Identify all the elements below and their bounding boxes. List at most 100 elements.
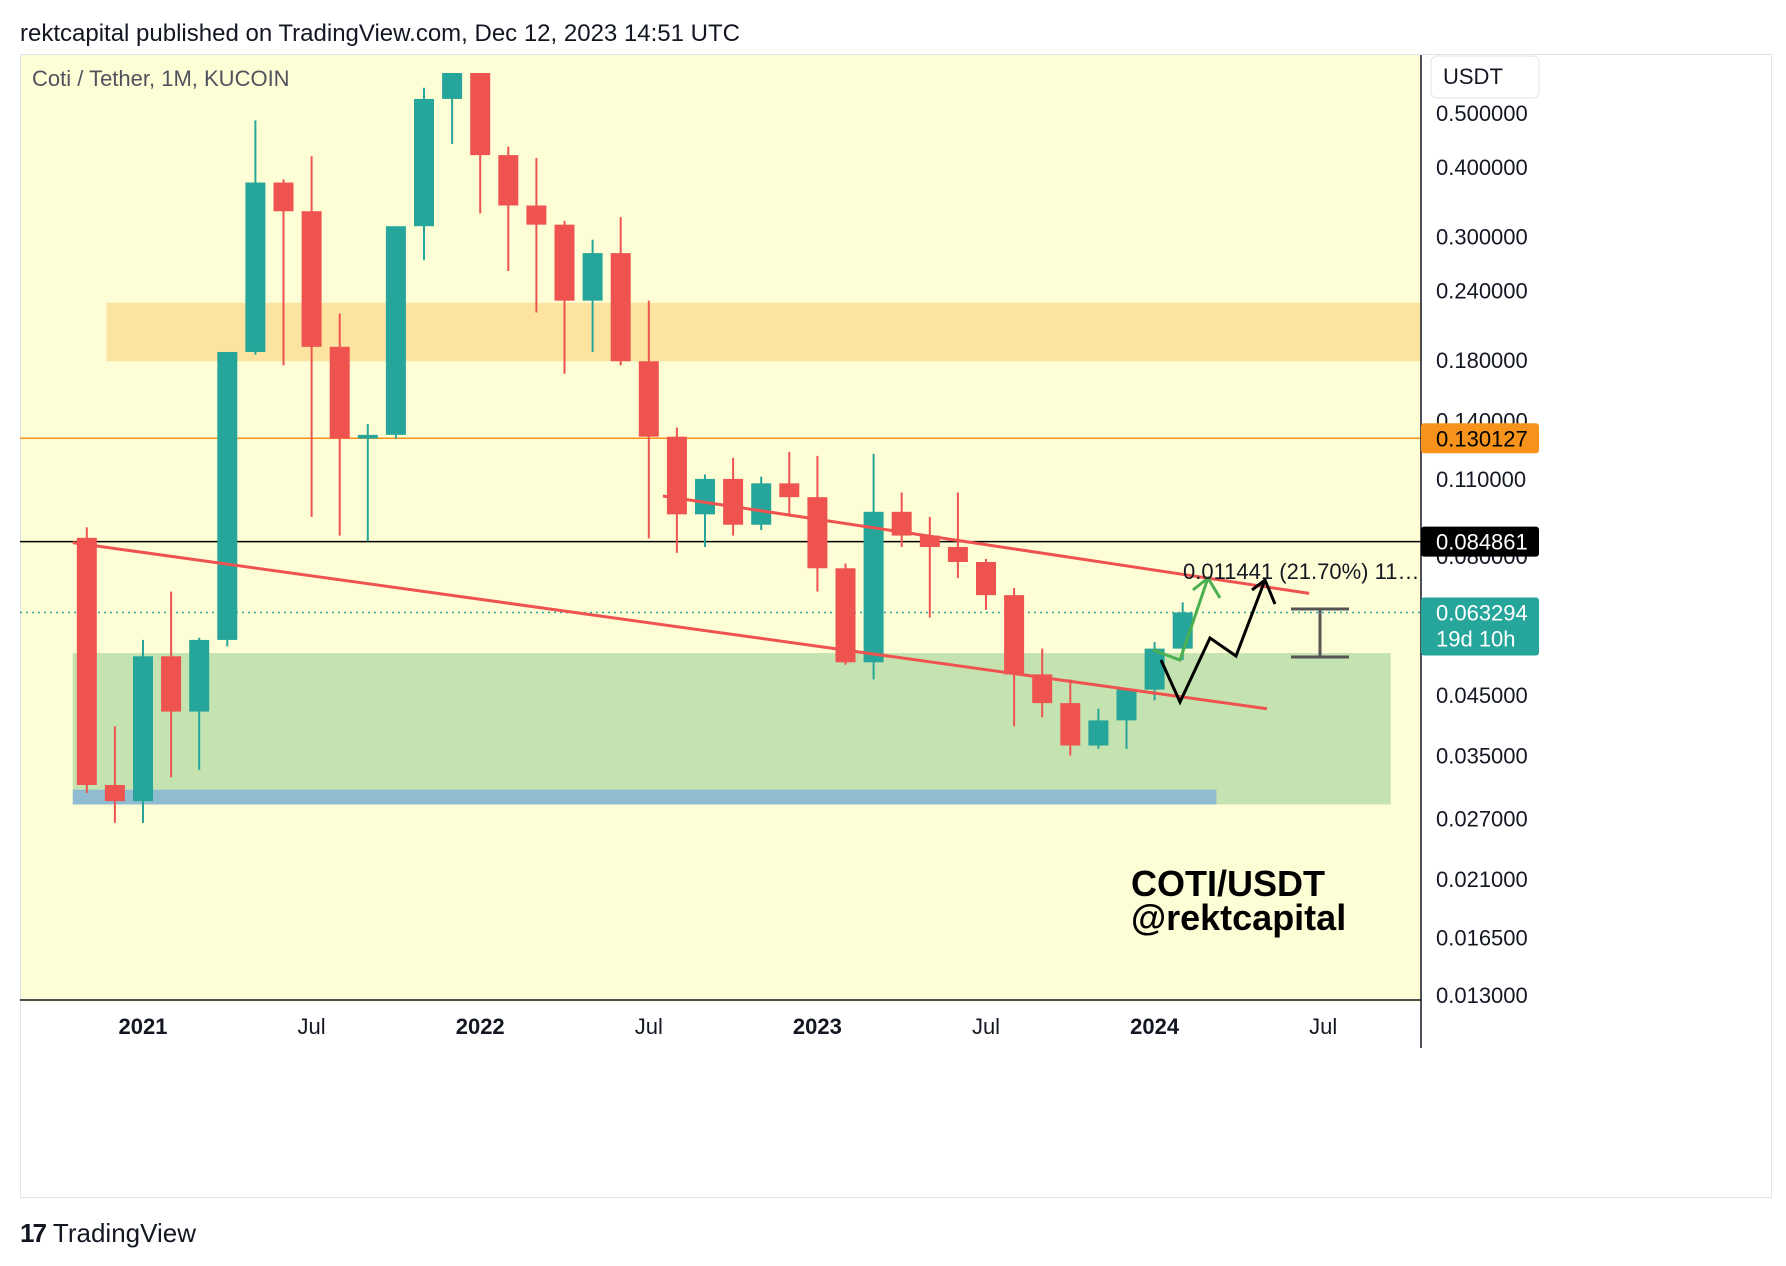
orange-zone bbox=[106, 302, 1422, 362]
candle-30 bbox=[919, 516, 940, 618]
candle-24 bbox=[751, 476, 772, 531]
svg-text:USDT: USDT bbox=[1443, 64, 1503, 89]
black-level-price-label: 0.084861 bbox=[1421, 526, 1539, 557]
candle-body bbox=[919, 535, 940, 547]
candle-14 bbox=[470, 73, 491, 214]
candle-body bbox=[1060, 703, 1081, 746]
candle-27 bbox=[835, 563, 856, 665]
candle-12 bbox=[414, 87, 434, 261]
candle-body bbox=[751, 483, 772, 525]
time-tick-label: 2024 bbox=[1130, 1014, 1180, 1039]
price-tick-label: 0.300000 bbox=[1436, 224, 1528, 249]
time-axis-background bbox=[21, 1002, 1421, 1196]
candle-22 bbox=[695, 474, 715, 547]
candle-body bbox=[947, 546, 968, 562]
time-tick-label: 2023 bbox=[793, 1014, 842, 1039]
price-tick-label: 0.016500 bbox=[1436, 925, 1528, 950]
price-tick-label: 0.110000 bbox=[1436, 467, 1526, 492]
black-projection-arrowhead bbox=[1251, 577, 1277, 605]
candle-body bbox=[498, 155, 519, 206]
chart-frame bbox=[20, 54, 1772, 1198]
candles-layer bbox=[76, 73, 1193, 823]
candle-2 bbox=[133, 639, 153, 823]
horizontal-lines-layer bbox=[20, 437, 1421, 614]
candle-body bbox=[807, 497, 828, 569]
candle-17 bbox=[554, 220, 575, 374]
candle-body bbox=[133, 656, 153, 802]
price-label-bg bbox=[1421, 597, 1539, 656]
time-tick-label: Jul bbox=[1309, 1014, 1337, 1039]
candle-3 bbox=[161, 591, 182, 778]
candle-29 bbox=[891, 492, 912, 547]
candle-5 bbox=[217, 351, 238, 647]
currency-button[interactable]: USDT bbox=[1430, 55, 1540, 99]
candle-20 bbox=[638, 300, 659, 539]
zones-layer bbox=[72, 302, 1422, 805]
candle-0 bbox=[76, 527, 97, 793]
candle-1 bbox=[104, 726, 125, 823]
candle-body bbox=[891, 511, 912, 536]
candle-body bbox=[976, 561, 996, 596]
measure-bracket bbox=[1291, 607, 1349, 659]
price-label-countdown: 19d 10h bbox=[1436, 626, 1516, 651]
candle-10 bbox=[357, 424, 378, 542]
price-label-text: 0.063294 bbox=[1436, 600, 1528, 625]
candle-body bbox=[1032, 674, 1053, 704]
candle-body bbox=[1144, 648, 1165, 690]
candle-body bbox=[217, 351, 238, 640]
candle-16 bbox=[526, 158, 547, 313]
candle-15 bbox=[498, 146, 519, 272]
price-tick-label: 0.027000 bbox=[1436, 806, 1528, 831]
candle-body bbox=[301, 211, 322, 347]
trendlines-layer bbox=[72, 494, 1310, 711]
footer: 17 TradingView bbox=[20, 1218, 196, 1249]
candle-body bbox=[554, 224, 575, 301]
candle-body bbox=[414, 98, 434, 227]
candle-body bbox=[104, 784, 125, 802]
price-tick-label: 0.400000 bbox=[1436, 155, 1528, 180]
price-tick-label: 0.240000 bbox=[1436, 278, 1528, 303]
time-tick-label: Jul bbox=[298, 1014, 326, 1039]
green-zone bbox=[72, 653, 1391, 805]
orange-level-price-label: 0.130127 bbox=[1421, 423, 1539, 454]
green-projection-arrow bbox=[1152, 577, 1210, 662]
price-tick-label: 0.013000 bbox=[1436, 983, 1528, 1008]
time-tick-label: Jul bbox=[635, 1014, 663, 1039]
measure-label: 0.011441 (21.70%) 11… bbox=[1183, 559, 1419, 584]
projection-layer: 0.011441 (21.70%) 11… bbox=[1152, 559, 1419, 706]
candle-body bbox=[189, 639, 210, 712]
time-tick-label: 2021 bbox=[119, 1014, 168, 1039]
candle-9 bbox=[329, 313, 350, 536]
candle-body bbox=[76, 537, 97, 785]
candle-body bbox=[1116, 689, 1137, 721]
time-tick-label: Jul bbox=[972, 1014, 1000, 1039]
candle-body bbox=[1004, 595, 1025, 675]
candle-21 bbox=[666, 427, 687, 553]
candle-body bbox=[245, 182, 266, 352]
candle-33 bbox=[1004, 588, 1025, 727]
time-tick-label: 2022 bbox=[456, 1014, 505, 1039]
watermark-pair: COTI/USDT bbox=[1131, 863, 1325, 904]
candle-26 bbox=[807, 455, 828, 592]
candle-body bbox=[582, 253, 603, 301]
candle-28 bbox=[863, 453, 884, 680]
candle-body bbox=[161, 656, 182, 712]
candle-11 bbox=[385, 226, 406, 439]
candle-body bbox=[695, 478, 715, 515]
price-tick-label: 0.045000 bbox=[1436, 683, 1528, 708]
upper-trendline bbox=[662, 494, 1310, 595]
candle-body bbox=[442, 73, 463, 99]
candle-body bbox=[835, 568, 856, 663]
price-label-bg bbox=[1421, 526, 1539, 557]
blue-zone bbox=[72, 789, 1217, 805]
price-label-text: 0.084861 bbox=[1436, 530, 1528, 555]
lower-trendline bbox=[72, 541, 1268, 711]
tradingview-brand[interactable]: TradingView bbox=[52, 1218, 196, 1248]
candle-19 bbox=[610, 217, 631, 366]
chart-title: Coti / Tether, 1M, KUCOIN bbox=[32, 66, 290, 91]
tradingview-logo-icon[interactable]: 17 bbox=[20, 1218, 47, 1248]
candle-18 bbox=[582, 239, 603, 352]
candle-36 bbox=[1088, 708, 1109, 749]
